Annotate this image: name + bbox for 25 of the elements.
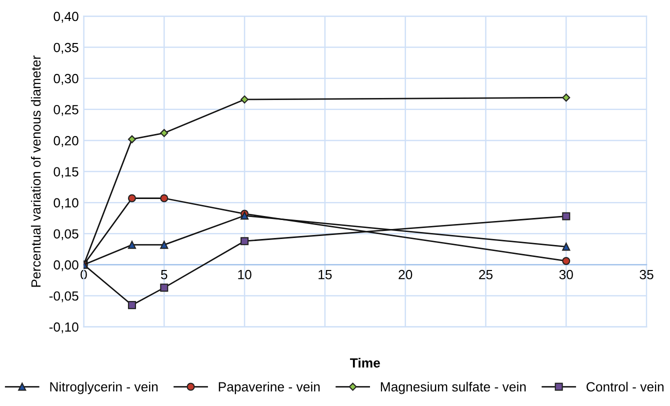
y-tick-label: 0,35 <box>54 42 78 54</box>
y-tick-label: -0,05 <box>49 291 78 302</box>
x-tick-label: 15 <box>318 270 332 280</box>
x-tick-label: 30 <box>559 270 573 280</box>
legend-label: Control - vein <box>586 382 664 392</box>
y-tick-label: 0,25 <box>54 104 78 116</box>
x-axis-title: Time <box>350 358 380 368</box>
legend-label: Papaverine - vein <box>218 382 320 394</box>
x-tick-label: 35 <box>640 270 654 280</box>
y-tick-label: 0,20 <box>54 136 78 147</box>
y-axis-title: Percentual variation of venous diameter <box>30 55 41 287</box>
x-tick-label: 25 <box>479 270 493 280</box>
legend-label: Nitroglycerin - vein <box>50 382 158 394</box>
y-tick-label: 0,40 <box>54 12 78 23</box>
y-tick-label: 0,15 <box>54 167 78 178</box>
legend-label: Magnesium sulfate - vein <box>380 382 526 394</box>
y-tick-label: 0,30 <box>54 74 78 85</box>
y-tick-label: 0,00 <box>54 260 78 272</box>
y-tick-label: 0,05 <box>54 229 78 240</box>
y-tick-label: 0,10 <box>54 198 78 210</box>
x-tick-label: 0 <box>80 270 87 280</box>
x-tick-label: 10 <box>238 270 252 280</box>
y-tick-label: -0,10 <box>49 322 78 334</box>
x-tick-label: 20 <box>398 270 412 280</box>
x-tick-label: 5 <box>161 270 168 280</box>
